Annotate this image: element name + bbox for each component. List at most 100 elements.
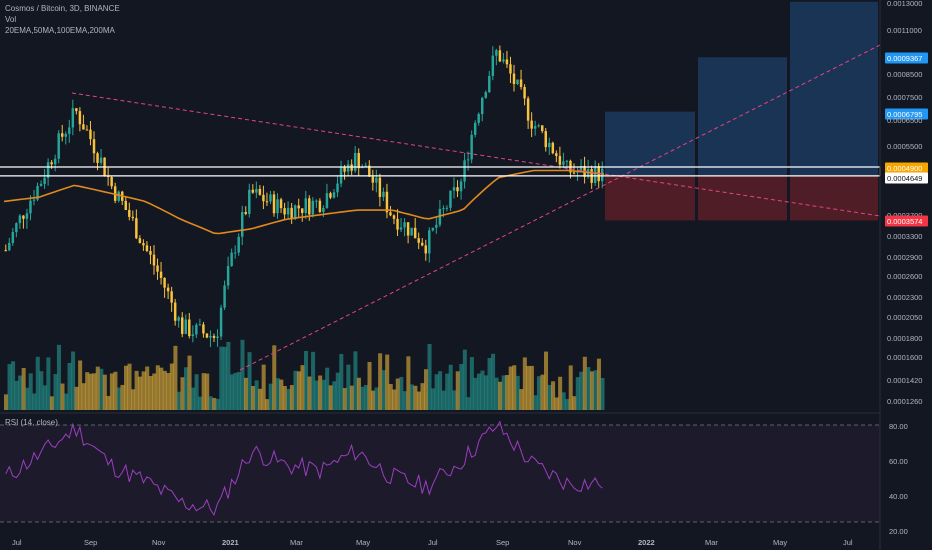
volume-bar <box>349 385 354 410</box>
volume-bar <box>491 353 496 410</box>
volume-bar <box>176 391 181 410</box>
ascending-trendline <box>239 44 881 371</box>
volume-bar <box>282 386 287 410</box>
candle-body <box>212 335 216 338</box>
candle-body <box>188 319 191 337</box>
volume-bar <box>74 386 79 410</box>
candle-body <box>410 227 413 236</box>
candle-body <box>255 188 258 193</box>
candle-body <box>548 142 551 148</box>
volume-bar <box>582 356 587 410</box>
stop-zone <box>698 175 787 221</box>
candle-body <box>15 223 18 233</box>
volume-bar <box>166 373 171 410</box>
volume-bar <box>473 377 478 410</box>
candle-body <box>181 317 184 334</box>
volume-bar <box>208 396 213 410</box>
candle-body <box>57 133 60 159</box>
candle-body <box>184 319 187 334</box>
time-tick-label: May <box>356 538 370 547</box>
volume-bar <box>579 371 584 410</box>
candle-body <box>495 50 498 56</box>
candle-body <box>445 207 449 209</box>
candle-body <box>417 238 420 243</box>
volume-bar <box>314 380 319 410</box>
price-tick-label: 0.0005500 <box>887 142 922 151</box>
volume-bar <box>533 395 538 410</box>
candle-body <box>191 334 195 337</box>
volume-bar <box>53 374 58 410</box>
candle-body <box>11 232 15 243</box>
volume-bar <box>487 357 492 410</box>
candle-body <box>481 97 484 115</box>
candle-body <box>304 198 307 213</box>
candle-body <box>353 152 357 171</box>
candle-body <box>537 125 540 127</box>
candle-body <box>39 183 43 186</box>
price-tag-label: 0.0004649 <box>887 174 922 183</box>
volume-bar <box>71 351 76 410</box>
candle-body <box>572 172 576 174</box>
volume-bar <box>236 371 241 410</box>
volume-bar <box>568 365 573 410</box>
volume-bar <box>498 381 503 410</box>
candle-body <box>424 245 427 254</box>
candle-body <box>456 187 459 192</box>
candle-body <box>530 120 533 129</box>
candle-body <box>389 212 392 216</box>
candle-body <box>322 207 325 212</box>
trend-lines <box>71 44 881 371</box>
time-tick-label: Sep <box>84 538 97 547</box>
time-tick-label: May <box>773 538 787 547</box>
candle-body <box>477 114 480 123</box>
candle-body <box>96 153 99 163</box>
volume-bar <box>201 373 206 410</box>
candle-body <box>579 165 583 172</box>
candle-body <box>491 55 495 77</box>
candle-body <box>241 212 244 237</box>
volume-bar <box>353 351 358 410</box>
candle-body <box>202 324 205 334</box>
volume-bar <box>462 349 467 410</box>
candle-body <box>205 333 209 338</box>
price-tag <box>885 172 928 184</box>
volume-bar <box>42 385 47 410</box>
volume-bar <box>409 384 414 410</box>
candle-body <box>75 108 78 112</box>
volume-bar <box>226 341 231 410</box>
candle-body <box>149 250 152 255</box>
volume-bar <box>565 399 570 410</box>
volume-bar <box>360 386 365 410</box>
volume-bar <box>21 368 26 410</box>
volume-bar <box>480 370 485 410</box>
volume-bar <box>420 383 425 410</box>
volume-bar <box>88 373 93 410</box>
candle-body <box>29 200 32 214</box>
volume-bar <box>233 372 238 410</box>
volume-bar <box>346 364 351 410</box>
volume-bar <box>222 346 227 410</box>
volume-bar <box>512 365 517 410</box>
volume-bar <box>127 363 132 410</box>
candle-body <box>46 162 50 178</box>
volume-bar <box>448 364 453 410</box>
volume-bar <box>431 388 436 410</box>
volume-bar <box>505 375 510 410</box>
candle-body <box>466 159 470 161</box>
candle-body <box>346 164 350 172</box>
volume-bar <box>11 361 16 410</box>
volume-bar <box>60 383 65 410</box>
rsi-tick-label: 60.00 <box>889 457 908 466</box>
candle-body <box>392 215 396 219</box>
candle-body <box>163 277 166 288</box>
candle-body <box>195 324 198 335</box>
candle-body <box>237 236 240 253</box>
volume-bar <box>286 388 291 410</box>
volume-bar <box>191 387 196 410</box>
candle-body <box>442 208 445 210</box>
volume-bar <box>395 378 400 410</box>
volume-bar <box>455 371 460 410</box>
volume-bar <box>148 375 153 410</box>
candle-body <box>343 167 346 172</box>
